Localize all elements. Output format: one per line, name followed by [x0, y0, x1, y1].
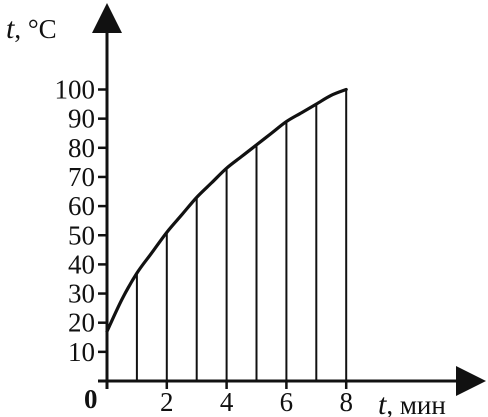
y-tick-label: 60: [68, 191, 95, 221]
y-tick-label: 50: [68, 220, 95, 250]
y-tick-label: 40: [68, 249, 95, 279]
x-axis-title: t, мин: [378, 388, 446, 417]
x-tick-labels: 2 4 6 8: [160, 387, 353, 417]
temperature-curve: [105, 87, 348, 334]
y-tick-label: 10: [68, 337, 95, 367]
x-axis-variable: t: [378, 388, 387, 417]
x-tick-label: 6: [280, 387, 294, 417]
x-axis-unit: , мин: [386, 390, 445, 417]
y-tick-label: 100: [55, 75, 96, 105]
x-tick-label: 8: [339, 387, 353, 417]
y-tick-marks: [98, 88, 107, 354]
x-tick-label: 2: [160, 387, 174, 417]
vertical-lines: [135, 90, 348, 381]
y-tick-label: 70: [68, 162, 95, 192]
y-axis-unit: , °C: [14, 14, 56, 44]
origin-label: 0: [84, 384, 98, 414]
y-tick-label: 80: [68, 133, 95, 163]
y-tick-label: 30: [68, 279, 95, 309]
y-axis-title: t, °C: [6, 12, 57, 45]
x-tick-marks: [165, 381, 348, 389]
x-tick-label: 4: [220, 387, 234, 417]
y-tick-label: 90: [68, 104, 95, 134]
y-axis-variable: t: [6, 12, 15, 45]
y-tick-label: 20: [68, 308, 95, 338]
